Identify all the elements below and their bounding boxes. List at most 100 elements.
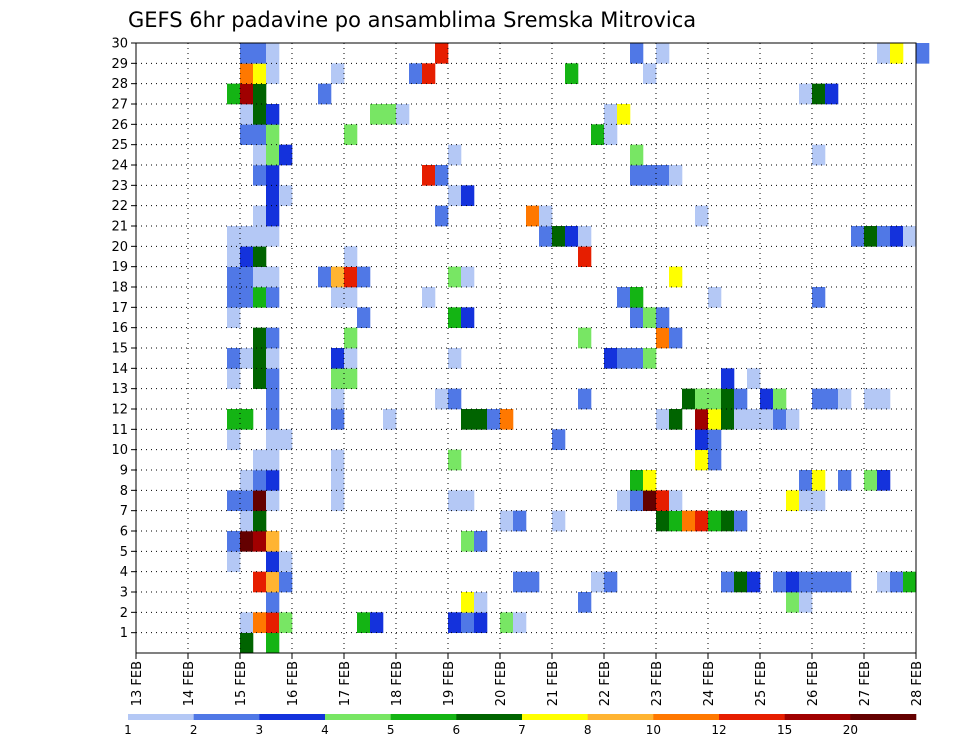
heatmap-cell: [669, 266, 683, 288]
heatmap-cell: [656, 327, 670, 349]
heatmap-cell: [422, 63, 436, 84]
heatmap-cell: [812, 470, 826, 491]
heatmap-cell: [240, 632, 254, 654]
heatmap-cell: [448, 612, 462, 633]
heatmap-cell: [253, 368, 267, 389]
heatmap-cell: [513, 571, 527, 593]
heatmap-cell: [266, 63, 280, 84]
heatmap-cell: [253, 449, 267, 471]
heatmap-cell: [331, 266, 345, 288]
heatmap-cell: [227, 368, 241, 389]
legend-label: 1: [124, 723, 132, 737]
legend-color-swatch: [390, 714, 457, 720]
heatmap-cell: [331, 368, 345, 389]
heatmap-cell: [695, 205, 709, 227]
legend-label: 15: [777, 723, 792, 737]
heatmap-cell: [786, 571, 800, 593]
heatmap-cell: [253, 104, 267, 125]
heatmap-cell: [318, 83, 332, 105]
heatmap-cell: [630, 348, 644, 369]
heatmap-cell: [240, 226, 254, 247]
heatmap-cell: [253, 83, 267, 105]
heatmap-cell: [227, 551, 241, 572]
heatmap-cell: [266, 348, 280, 369]
heatmap-cell: [578, 592, 592, 613]
heatmap-cell: [812, 490, 826, 511]
heatmap-cell: [630, 144, 644, 166]
heatmap-cell: [864, 470, 878, 491]
heatmap-cell: [266, 409, 280, 430]
heatmap-cell: [266, 571, 280, 593]
heatmap-cell: [760, 388, 774, 410]
heatmap-cell: [903, 226, 917, 247]
legend-color-swatch: [259, 714, 326, 720]
heatmap-cell: [266, 551, 280, 572]
heatmap-cell: [266, 449, 280, 471]
heatmap-cell: [266, 144, 280, 166]
heatmap-cell: [604, 104, 618, 125]
heatmap-cell: [253, 266, 267, 288]
heatmap-cell: [721, 571, 735, 593]
heatmap-cell: [669, 510, 683, 532]
legend-label: 12: [711, 723, 726, 737]
heatmap-cell: [708, 429, 722, 450]
heatmap-cell: [240, 104, 254, 125]
y-tick-label: 26: [111, 118, 128, 133]
heatmap-cell: [578, 327, 592, 349]
heatmap-cell: [422, 287, 436, 308]
y-tick-label: 18: [111, 281, 128, 296]
heatmap-cell: [253, 287, 267, 308]
heatmap-cell: [630, 307, 644, 328]
legend-label: 5: [387, 723, 395, 737]
heatmap-cell: [721, 368, 735, 389]
heatmap-cell: [331, 287, 345, 308]
heatmap-cell: [266, 388, 280, 410]
heatmap-cell: [877, 388, 891, 410]
heatmap-cell: [578, 226, 592, 247]
legend-color-swatch: [719, 714, 785, 720]
legend-color-swatch: [522, 714, 588, 720]
y-tick-label: 17: [111, 301, 128, 316]
heatmap-cell: [617, 104, 631, 125]
heatmap-cell: [799, 571, 813, 593]
heatmap-cell: [630, 165, 644, 186]
heatmap-cell: [617, 348, 631, 369]
heatmap-cell: [422, 165, 436, 186]
heatmap-cell: [591, 571, 605, 593]
heatmap-cell: [344, 327, 358, 349]
heatmap-cell: [383, 104, 397, 125]
heatmap-cell: [266, 327, 280, 349]
legend-label: 10: [646, 723, 661, 737]
heatmap-cell: [643, 470, 657, 491]
heatmap-cell: [838, 388, 852, 410]
x-tick-label: 17 FEB: [338, 661, 353, 706]
heatmap-cell: [227, 409, 241, 430]
heatmap-cell: [799, 592, 813, 613]
legend-color-swatch: [128, 714, 194, 720]
heatmap-cell: [448, 307, 462, 328]
heatmap-cell: [838, 571, 852, 593]
legend-color-swatch: [587, 714, 654, 720]
heatmap-cell: [240, 83, 254, 105]
heatmap-cell: [695, 449, 709, 471]
heatmap-cell: [448, 388, 462, 410]
heatmap-cell: [864, 388, 878, 410]
y-tick-label: 5: [120, 545, 128, 560]
heatmap-cell: [253, 205, 267, 227]
heatmap-cell: [734, 571, 748, 593]
heatmap-cell: [253, 510, 267, 532]
heatmap-cell: [708, 449, 722, 471]
heatmap-cell: [734, 388, 748, 410]
heatmap-cell: [799, 83, 813, 105]
heatmap-cell: [630, 43, 644, 64]
heatmap-cell: [331, 409, 345, 430]
heatmap-cell: [474, 409, 488, 430]
y-tick-label: 9: [120, 464, 128, 479]
x-tick-label: 16 FEB: [286, 661, 301, 706]
heatmap-cell: [370, 612, 384, 633]
heatmap-cell: [552, 510, 566, 532]
legend-color-swatch: [325, 714, 391, 720]
heatmap-cell: [591, 124, 605, 145]
heatmap-cell: [682, 388, 696, 410]
